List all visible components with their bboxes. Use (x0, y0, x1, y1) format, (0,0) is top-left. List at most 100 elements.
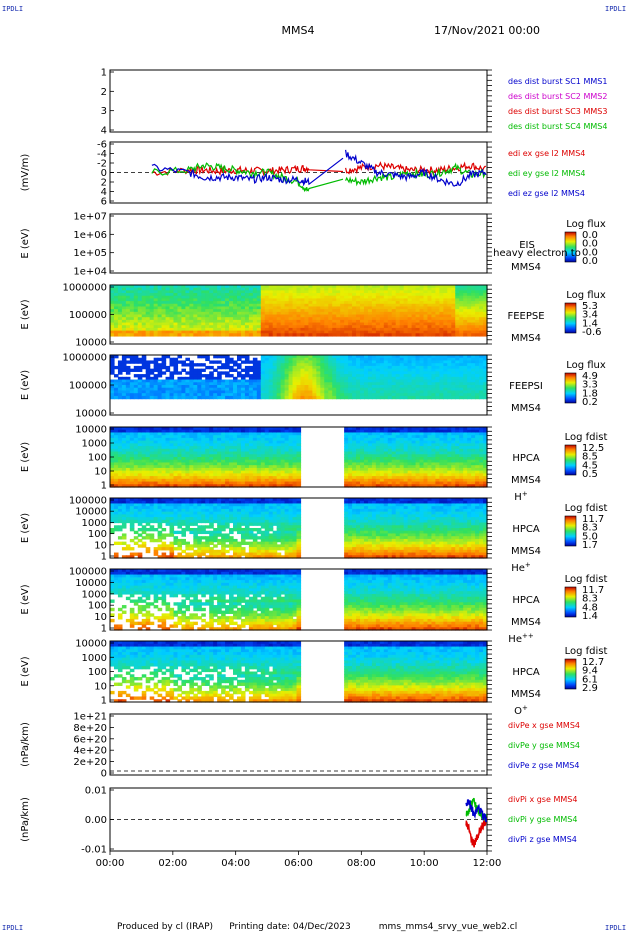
spectrogram-cell (185, 358, 190, 361)
spectrogram-cell (364, 396, 369, 399)
spectrogram-cell (213, 396, 218, 399)
y-tick-label: 10000 (75, 338, 107, 349)
spectrogram-cell (451, 333, 456, 336)
spectrogram-cell (443, 333, 448, 336)
spectrogram-cell (467, 396, 472, 399)
spectrogram-cell (110, 396, 115, 399)
spectrogram-cell (245, 333, 250, 336)
spectrogram-cell (114, 333, 119, 336)
spectrogram-cell (368, 333, 373, 336)
spectrogram-cell (308, 396, 313, 399)
spectrogram-cell (324, 333, 329, 336)
spectrogram-cell (217, 366, 222, 369)
spectrogram-cell (217, 396, 222, 399)
spectrogram-cell (376, 333, 381, 336)
panel-frame (110, 214, 487, 273)
spectrogram-cell (209, 333, 214, 336)
spectrogram-cell (479, 333, 484, 336)
spectrogram-cell (229, 396, 234, 399)
spectrogram-cell (388, 333, 393, 336)
corner-label-tr: IPDLI (605, 5, 626, 13)
spectrogram-cell (233, 333, 238, 336)
spectrogram-cell (348, 333, 353, 336)
spectrogram-cell (134, 333, 139, 336)
spectrogram-cell (118, 333, 123, 336)
spectrogram-cell (170, 363, 175, 366)
spectrogram-cell (392, 333, 397, 336)
spectrogram-cell (257, 396, 262, 399)
y-tick-label: 1 (101, 68, 107, 79)
instrument-sublabel: heavy electron to (493, 248, 581, 259)
spectrogram-cell (213, 333, 218, 336)
spectrogram-cell (118, 371, 123, 374)
spectrogram-cell (245, 374, 250, 377)
legend-entry: edi ex gse l2 MMS4 (508, 149, 585, 158)
instrument-label: FEEPSI (509, 381, 543, 392)
spectrogram-cell (185, 333, 190, 336)
spectrogram-cell (408, 396, 413, 399)
spectrogram-cell (221, 371, 226, 374)
spectrogram-cell (281, 333, 286, 336)
spectrogram-cell (316, 333, 321, 336)
colorbar (565, 303, 576, 333)
y-axis-label: E (eV) (20, 299, 31, 329)
spectrogram-cell (443, 396, 448, 399)
spectrogram-cell (118, 396, 123, 399)
corner-label-bl: IPDLI (2, 924, 23, 932)
spectrogram-cell (447, 396, 452, 399)
spectrogram-cell (114, 396, 119, 399)
spectrogram-cell (304, 396, 309, 399)
spectrogram-cell (431, 333, 436, 336)
spectrogram-cell (142, 333, 147, 336)
spectrogram-cell (400, 333, 405, 336)
spectrogram-cell (142, 396, 147, 399)
legend-entry: edi ey gse l2 MMS4 (508, 169, 586, 178)
spectrogram-cell (316, 396, 321, 399)
spectrogram-cell (205, 358, 210, 361)
spectrogram-cell (181, 396, 186, 399)
spectrogram-cell (173, 371, 178, 374)
y-tick-label: 3 (101, 106, 107, 117)
spectrogram-cell (209, 396, 214, 399)
spectrogram-cell (269, 396, 274, 399)
colorbar-tick-label: 0.0 (582, 256, 598, 267)
spectrogram-cell (273, 333, 278, 336)
spectrogram-cell (237, 333, 242, 336)
spectrogram-cell (213, 369, 218, 372)
spectrogram-cell (173, 333, 178, 336)
spectrogram-cell (154, 369, 159, 372)
spectrogram-cell (424, 396, 429, 399)
colorbar-title: Log flux (566, 360, 606, 371)
spectrogram-cell (213, 360, 218, 363)
spectrogram-cell (197, 396, 202, 399)
colorbar (565, 373, 576, 403)
spectrogram-cell (201, 396, 206, 399)
spectrogram-cell (265, 333, 270, 336)
spectrogram-cell (467, 333, 472, 336)
spectrogram-cell (479, 396, 484, 399)
spectrogram-cell (297, 396, 302, 399)
spectrogram-cell (257, 333, 262, 336)
spectrogram-cell (360, 333, 365, 336)
spectrogram-cell (356, 333, 361, 336)
y-tick-label: 1000000 (62, 283, 107, 294)
spectrogram-cell (451, 396, 456, 399)
spectrogram-cell (162, 366, 167, 369)
spectrogram-cell (277, 396, 282, 399)
spectrogram-cell (241, 396, 246, 399)
spectrogram-cell (185, 371, 190, 374)
spectrogram-cell (384, 396, 389, 399)
spectrogram-cell (241, 369, 246, 372)
spectrogram-cell (205, 396, 210, 399)
spectrogram-cell (114, 374, 119, 377)
spectrogram-cell (158, 358, 163, 361)
spectrogram-cell (388, 396, 393, 399)
spectrogram-cell (150, 371, 155, 374)
spectrogram-cell (166, 396, 171, 399)
spectrogram-cell (193, 396, 198, 399)
spacecraft-title: MMS4 (282, 24, 315, 37)
